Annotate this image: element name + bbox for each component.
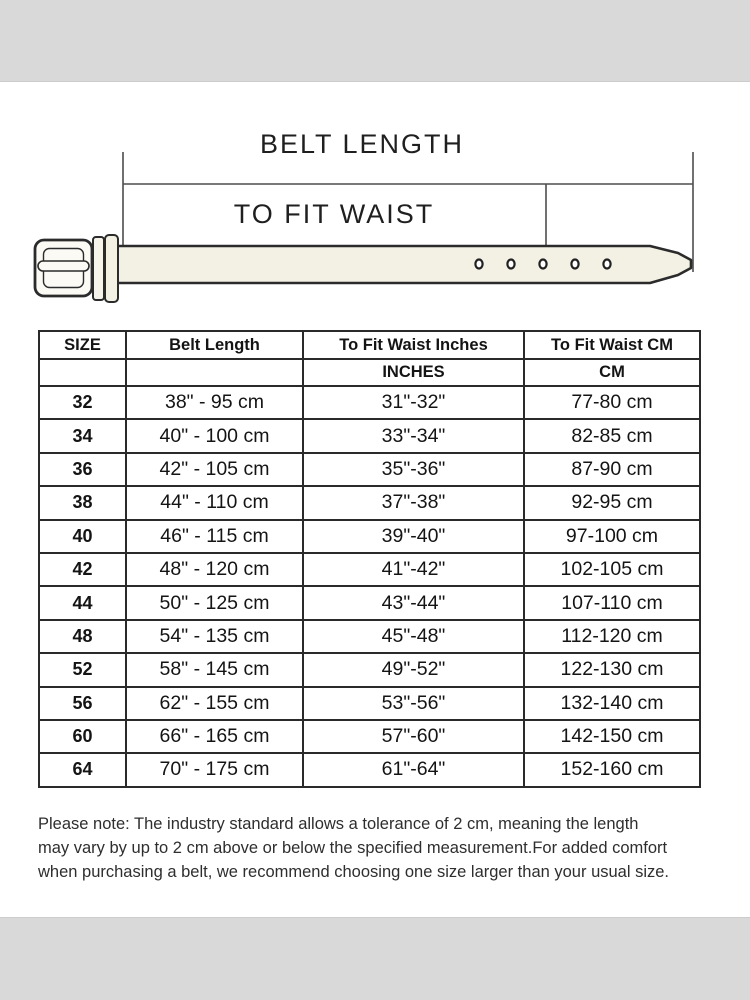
belt-strap bbox=[110, 244, 693, 285]
size-table-body: 32 38" - 95 cm 31"-32" 77-80 cm 34 40" - 100 … bbox=[38, 384, 701, 788]
value-cell: 45"-48" bbox=[302, 618, 525, 655]
belt-buckle bbox=[33, 238, 94, 298]
belt-holes bbox=[474, 258, 612, 270]
value-cell: 82-85 cm bbox=[523, 418, 701, 454]
value-cell: 122-130 cm bbox=[523, 652, 701, 688]
table-row: 32 38" - 95 cm 31"-32" 77-80 cm bbox=[38, 384, 701, 421]
value-cell: 50" - 125 cm bbox=[125, 585, 304, 621]
value-cell: 57"-60" bbox=[302, 718, 525, 755]
note-line: may vary by up to 2 cm above or below th… bbox=[38, 839, 668, 857]
value-cell: 39"-40" bbox=[302, 518, 525, 554]
value-cell: 61"-64" bbox=[302, 752, 525, 788]
header-waist-inches: To Fit Waist Inches bbox=[302, 330, 525, 360]
table-row: 42 48" - 120 cm 41"-42" 102-105 cm bbox=[38, 551, 701, 588]
size-cell: 52 bbox=[38, 652, 127, 688]
belt-length-title: BELT LENGTH bbox=[259, 129, 465, 159]
value-cell: 92-95 cm bbox=[523, 485, 701, 521]
value-cell: 44" - 110 cm bbox=[125, 485, 304, 521]
size-cell: 42 bbox=[38, 551, 127, 588]
belt-hole bbox=[538, 258, 548, 270]
value-cell: 152-160 cm bbox=[523, 752, 701, 788]
belt-hole bbox=[570, 258, 580, 270]
value-cell: 43"-44" bbox=[302, 585, 525, 621]
table-row: 40 46" - 115 cm 39"-40" 97-100 cm bbox=[38, 518, 701, 554]
top-gray-band bbox=[0, 0, 750, 82]
value-cell: 48" - 120 cm bbox=[125, 551, 304, 588]
value-cell: 49"-52" bbox=[302, 652, 525, 688]
table-row: 48 54" - 135 cm 45"-48" 112-120 cm bbox=[38, 618, 701, 655]
size-cell: 60 bbox=[38, 718, 127, 755]
value-cell: 53"-56" bbox=[302, 685, 525, 721]
table-row: 38 44" - 110 cm 37"-38" 92-95 cm bbox=[38, 485, 701, 521]
value-cell: 31"-32" bbox=[302, 384, 525, 421]
size-cell: 44 bbox=[38, 585, 127, 621]
value-cell: 33"-34" bbox=[302, 418, 525, 454]
note-text: Please note: The industry standard allow… bbox=[38, 812, 728, 884]
table-row: 52 58" - 145 cm 49"-52" 122-130 cm bbox=[38, 652, 701, 688]
subheader-row: INCHES CM bbox=[38, 358, 701, 387]
value-cell: 102-105 cm bbox=[523, 551, 701, 588]
value-cell: 87-90 cm bbox=[523, 451, 701, 488]
value-cell: 37"-38" bbox=[302, 485, 525, 521]
measurement-lines bbox=[122, 152, 694, 272]
note-line: when purchasing a belt, we recommend cho… bbox=[38, 863, 670, 881]
table-row: 36 42" - 105 cm 35"-36" 87-90 cm bbox=[38, 451, 701, 488]
value-cell: 107-110 cm bbox=[523, 585, 701, 621]
header-size: SIZE bbox=[38, 330, 127, 360]
bottom-gray-band bbox=[0, 917, 750, 1000]
table-row: 34 40" - 100 cm 33"-34" 82-85 cm bbox=[38, 418, 701, 454]
size-cell: 64 bbox=[38, 752, 127, 788]
to-fit-waist-title: TO FIT WAIST bbox=[233, 199, 435, 229]
value-cell: 70" - 175 cm bbox=[125, 752, 304, 788]
value-cell: 77-80 cm bbox=[523, 384, 701, 421]
size-cell: 32 bbox=[38, 384, 127, 421]
size-cell: 34 bbox=[38, 418, 127, 454]
value-cell: 97-100 cm bbox=[523, 518, 701, 554]
value-cell: 132-140 cm bbox=[523, 685, 701, 721]
belt-diagram bbox=[33, 152, 694, 303]
size-cell: 40 bbox=[38, 518, 127, 554]
header-belt-length: Belt Length bbox=[125, 330, 304, 360]
size-cell: 38 bbox=[38, 485, 127, 521]
subheader-cm: CM bbox=[523, 358, 701, 387]
value-cell: 35"-36" bbox=[302, 451, 525, 488]
value-cell: 46" - 115 cm bbox=[125, 518, 304, 554]
value-cell: 62" - 155 cm bbox=[125, 685, 304, 721]
note-line: Please note: The industry standard allow… bbox=[38, 815, 639, 833]
value-cell: 38" - 95 cm bbox=[125, 384, 304, 421]
table-row: 60 66" - 165 cm 57"-60" 142-150 cm bbox=[38, 718, 701, 755]
table-row: 56 62" - 155 cm 53"-56" 132-140 cm bbox=[38, 685, 701, 721]
table-row: 44 50" - 125 cm 43"-44" 107-110 cm bbox=[38, 585, 701, 621]
value-cell: 42" - 105 cm bbox=[125, 451, 304, 488]
size-cell: 48 bbox=[38, 618, 127, 655]
header-waist-cm: To Fit Waist CM bbox=[523, 330, 701, 360]
buckle-prong bbox=[37, 260, 90, 272]
belt-keeper bbox=[92, 234, 119, 303]
value-cell: 112-120 cm bbox=[523, 618, 701, 655]
value-cell: 58" - 145 cm bbox=[125, 652, 304, 688]
value-cell: 66" - 165 cm bbox=[125, 718, 304, 755]
subheader-inches: INCHES bbox=[302, 358, 525, 387]
size-cell: 56 bbox=[38, 685, 127, 721]
belt-hole bbox=[506, 258, 516, 270]
size-cell: 36 bbox=[38, 451, 127, 488]
belt-hole bbox=[602, 258, 612, 270]
subheader-empty bbox=[125, 358, 304, 387]
table-row: 64 70" - 175 cm 61"-64" 152-160 cm bbox=[38, 752, 701, 788]
size-chart-table: SIZE Belt Length To Fit Waist Inches To … bbox=[38, 330, 701, 788]
value-cell: 41"-42" bbox=[302, 551, 525, 588]
subheader-empty bbox=[38, 358, 127, 387]
value-cell: 54" - 135 cm bbox=[125, 618, 304, 655]
value-cell: 142-150 cm bbox=[523, 718, 701, 755]
header-row: SIZE Belt Length To Fit Waist Inches To … bbox=[38, 330, 701, 360]
belt-hole bbox=[474, 258, 484, 270]
value-cell: 40" - 100 cm bbox=[125, 418, 304, 454]
